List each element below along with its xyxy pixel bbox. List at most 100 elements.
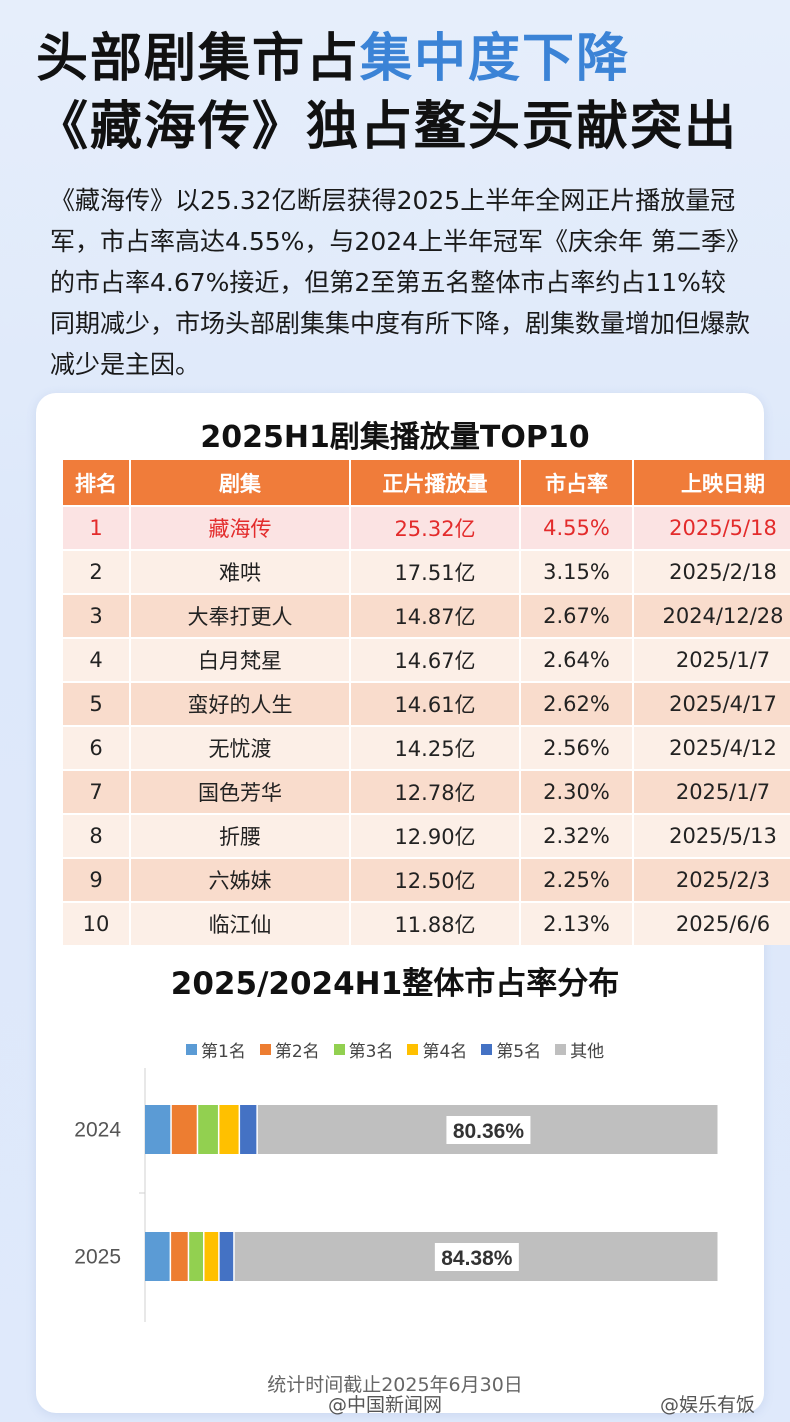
- category-label: 2025: [74, 1246, 121, 1269]
- share-cell: 4.55%: [520, 505, 634, 550]
- data-label-bg: [446, 1116, 531, 1144]
- views-cell: 12.50亿: [350, 857, 521, 902]
- rank-cell: 9: [63, 857, 131, 902]
- headline-line-1: 头部剧集市占集中度下降: [36, 30, 630, 88]
- share-cell: 2.62%: [520, 681, 634, 726]
- legend-label: 第4名: [422, 1042, 468, 1062]
- rank-cell: 4: [63, 637, 131, 682]
- drama-cell: 六姊妹: [130, 857, 351, 902]
- header-drama: 剧集: [130, 460, 351, 506]
- drama-cell: 折腰: [130, 813, 351, 858]
- drama-cell: 国色芳华: [130, 769, 351, 814]
- headline-black-text: 头部剧集市占: [36, 29, 361, 89]
- date-cell: 2024/12/28: [633, 593, 790, 638]
- summary-paragraph: 《藏海传》以25.32亿断层获得2025上半年全网正片播放量冠军，市占率高达4.…: [50, 186, 751, 379]
- legend-swatch: [481, 1044, 493, 1055]
- header-views: 正片播放量: [350, 460, 521, 506]
- category-label: 2024: [74, 1119, 121, 1142]
- drama-cell: 白月梵星: [130, 637, 351, 682]
- legend-swatch: [555, 1044, 567, 1055]
- drama-cell: 无忧渡: [130, 725, 351, 770]
- drama-cell: 临江仙: [130, 901, 351, 945]
- header-rank: 排名: [63, 460, 131, 506]
- bar-segment: [171, 1232, 188, 1281]
- legend-swatch: [186, 1044, 197, 1055]
- views-cell: 14.25亿: [350, 725, 521, 770]
- bar-segment: [219, 1232, 234, 1281]
- bar-segment: [171, 1105, 197, 1154]
- legend-swatch: [259, 1044, 271, 1055]
- views-cell: 14.67亿: [350, 637, 521, 682]
- share-cell: 2.56%: [520, 725, 634, 770]
- date-cell: 2025/6/6: [633, 901, 790, 945]
- rank-cell: 1: [63, 505, 131, 550]
- header-date: 上映日期: [633, 460, 790, 506]
- share-cell: 2.25%: [520, 857, 634, 902]
- bar-segment: [240, 1105, 257, 1154]
- drama-cell: 难哄: [130, 549, 351, 594]
- legend-item: 第1名: [186, 1037, 246, 1062]
- share-cell: 2.67%: [520, 593, 634, 638]
- watermark-yule: @娱乐有饭: [660, 1394, 756, 1416]
- share-cell: 2.64%: [520, 637, 634, 682]
- rank-cell: 8: [63, 813, 131, 858]
- date-cell: 2025/4/17: [633, 681, 790, 726]
- views-cell: 25.32亿: [350, 505, 521, 550]
- drama-cell: 大奉打更人: [130, 593, 351, 638]
- stacked-bar-chart: 2024 80.36% 2025 84.38%: [74, 1068, 718, 1322]
- chart-title: 2025/2024H1整体市占率分布: [170, 966, 620, 1002]
- date-cell: 2025/5/13: [633, 813, 790, 858]
- share-cell: 2.13%: [520, 901, 634, 945]
- legend-label: 其他: [570, 1042, 605, 1062]
- views-cell: 11.88亿: [350, 901, 521, 945]
- drama-cell: 藏海传: [130, 505, 351, 550]
- watermark-chinanews: @中国新闻网: [328, 1394, 443, 1416]
- data-label: 80.36%: [453, 1120, 525, 1143]
- legend-label: 第3名: [348, 1042, 394, 1062]
- views-cell: 14.87亿: [350, 593, 521, 638]
- legend-label: 第1名: [201, 1042, 246, 1062]
- rank-cell: 3: [63, 593, 131, 638]
- rank-cell: 2: [63, 549, 131, 594]
- rank-cell: 6: [63, 725, 131, 770]
- drama-cell: 蛮好的人生: [130, 681, 351, 726]
- legend-item: 第5名: [481, 1037, 541, 1062]
- date-cell: 2025/1/7: [633, 637, 790, 682]
- date-cell: 2025/1/7: [633, 769, 790, 814]
- legend-item: 第4名: [407, 1037, 467, 1062]
- table-title: 2025H1剧集播放量TOP10: [200, 420, 590, 455]
- views-cell: 14.61亿: [350, 681, 521, 726]
- rank-cell: 10: [63, 901, 131, 945]
- rank-cell: 5: [63, 681, 131, 726]
- headline-line-2: 《藏海传》独占鳌头贡献突出: [36, 97, 739, 157]
- header-share: 市占率: [520, 460, 634, 506]
- legend-swatch: [407, 1044, 419, 1055]
- date-cell: 2025/4/12: [633, 725, 790, 770]
- table-row: 5 蛮好的人生 14.61亿 2.62% 2025/4/17: [63, 681, 790, 726]
- bar-segment: [189, 1232, 204, 1281]
- views-cell: 17.51亿: [350, 549, 521, 594]
- table-row: 3 大奉打更人 14.87亿 2.67% 2024/12/28: [63, 593, 790, 638]
- bar-segment: [198, 1105, 218, 1154]
- views-cell: 12.90亿: [350, 813, 521, 858]
- table-row: 7 国色芳华 12.78亿 2.30% 2025/1/7: [63, 769, 790, 814]
- date-cell: 2025/2/18: [633, 549, 790, 594]
- views-cell: 12.78亿: [350, 769, 521, 814]
- table-row: 9 六姊妹 12.50亿 2.25% 2025/2/3: [63, 857, 790, 902]
- date-cell: 2025/2/3: [633, 857, 790, 902]
- headline-blue-text: 集中度下降: [360, 29, 631, 89]
- legend-item: 第2名: [259, 1037, 320, 1062]
- table-row: 4 白月梵星 14.67亿 2.64% 2025/1/7: [63, 637, 790, 682]
- legend-label: 第5名: [496, 1042, 542, 1062]
- bar-segment: [204, 1232, 219, 1281]
- footer-note: 统计时间截止2025年6月30日: [267, 1374, 523, 1396]
- table-row: 8 折腰 12.90亿 2.32% 2025/5/13: [63, 813, 790, 858]
- table-header-row: 排名 剧集 正片播放量 市占率 上映日期: [63, 460, 790, 506]
- legend-label: 第2名: [274, 1042, 320, 1062]
- rank-cell: 7: [63, 769, 131, 814]
- legend-swatch: [333, 1044, 345, 1055]
- legend-item: 第3名: [333, 1037, 394, 1062]
- top10-table: 排名 剧集 正片播放量 市占率 上映日期 1 藏海传 25.32亿 4.55% 2025…: [63, 460, 790, 945]
- table-row: 1 藏海传 25.32亿 4.55% 2025/5/18: [63, 505, 790, 550]
- bar-segment: [145, 1232, 170, 1281]
